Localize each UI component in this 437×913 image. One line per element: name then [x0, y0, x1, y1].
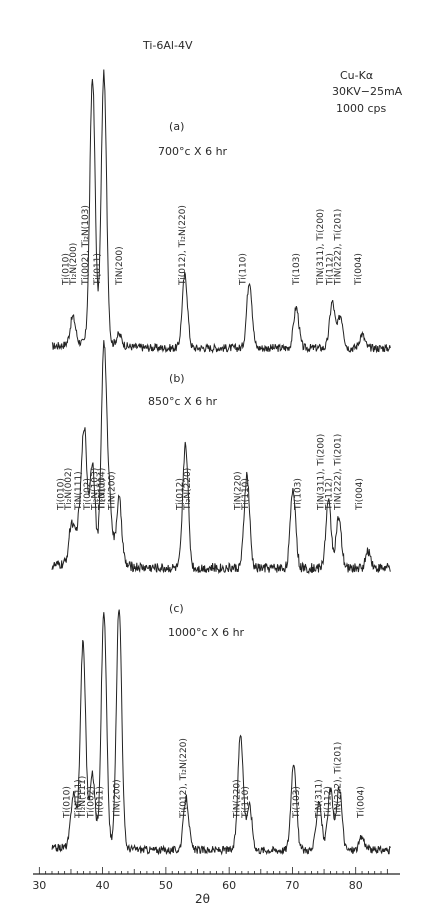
series-line-b [51, 340, 391, 575]
x-tick-label: 70 [285, 879, 299, 892]
peak-label: TiN(200) [113, 779, 123, 819]
peak-label: TiN(200) [115, 246, 125, 286]
peak-label: Ti₂N(220) [183, 468, 193, 511]
peak-label: Ti(110) [241, 478, 251, 511]
peak-label: Ti(110) [241, 786, 251, 819]
peak-label: Ti(010) [61, 253, 71, 286]
peak-label: Ti(002), Ti₂N(103) [81, 205, 91, 286]
peak-label: Ti(010) [56, 478, 66, 511]
peak-label: Ti(011) [98, 478, 108, 511]
x-tick-label: 50 [159, 879, 173, 892]
x-tick-label: 30 [32, 879, 46, 892]
peak-label: Ti(012), Ti₂N(220) [178, 205, 188, 286]
peak-label: Ti(012), Ti₂N(220) [179, 738, 189, 819]
peak-label: Ti(010) [63, 786, 73, 819]
peak-label: Ti(110) [239, 253, 249, 286]
peak-label: Ti(004) [354, 253, 364, 286]
panel-tag: (a) [169, 120, 184, 133]
peak-label: Ti₂N(004) [98, 468, 108, 511]
panel-tag: (b) [169, 372, 185, 385]
peak-label: TiN(200) [108, 471, 118, 511]
condition-a: 700°c X 6 hr [158, 145, 228, 158]
peak-label: Ti(103) [292, 253, 302, 286]
peak-label: TiN(222), Ti(201) [334, 434, 344, 511]
panel-tags: (a) (b) (c) [169, 120, 185, 615]
peak-label: Ti(112) [325, 253, 335, 286]
peak-label: TiN(111) [74, 779, 84, 819]
peak-label: Ti(112) [323, 786, 333, 819]
condition-c: 1000°c X 6 hr [168, 626, 245, 639]
peak-label: Ti(103) [294, 478, 304, 511]
series-line-a [51, 69, 391, 354]
peak-label: Ti(004) [355, 478, 365, 511]
count-rate-label: 1000 cps [336, 102, 387, 115]
peak-label: Ti(011) [96, 786, 106, 819]
peak-label: Ti(112) [325, 478, 335, 511]
x-tick-label: 40 [96, 879, 110, 892]
radiation-label: Cu-Kα [340, 69, 374, 82]
peak-label: Ti(004) [356, 786, 366, 819]
peak-label: Ti(002) [83, 478, 93, 511]
peak-label: TiN(220) [232, 779, 242, 819]
peak-label: TiN(311) [315, 779, 325, 819]
peak-label: TiN(222), Ti(201) [334, 209, 344, 286]
peak-label: Ti(002) [87, 786, 97, 819]
peak-label: Ti(012) [175, 478, 185, 511]
peak-label: Ti(103) [292, 786, 302, 819]
peak-label: Ti(011) [93, 253, 103, 286]
peak-label: Ti₂N(200) [69, 243, 79, 286]
peak-label: Ti₂N(002) [64, 468, 74, 511]
peak-label: Ti₂N(111) [78, 776, 88, 819]
chart-title: Ti-6Al-4V [143, 39, 193, 52]
series-line-c [51, 609, 391, 856]
tube-setting-label: 30KV−25mA [332, 85, 403, 98]
condition-b: 850°c X 6 hr [148, 395, 218, 408]
peak-label: TiN(311), Ti(200) [316, 209, 326, 286]
panel-tag: (c) [169, 602, 184, 615]
xrd-traces [51, 69, 391, 856]
peak-label: Ti₂N(103) [91, 468, 101, 511]
x-axis: 30 40 50 60 70 80 [32, 867, 400, 892]
peak-label: TiN(222), Ti(201) [334, 742, 344, 819]
x-tick-label: 60 [222, 879, 236, 892]
x-tick-label: 80 [349, 879, 363, 892]
x-axis-label: 2θ [195, 892, 210, 906]
peak-label: TiN(111) [74, 471, 84, 511]
peak-label: TiN(220) [234, 471, 244, 511]
peak-label: TiN(311), Ti(200) [316, 434, 326, 511]
peak-labels: Ti(010)Ti₂N(200) Ti(002), Ti₂N(103) Ti(011… [56, 205, 366, 819]
